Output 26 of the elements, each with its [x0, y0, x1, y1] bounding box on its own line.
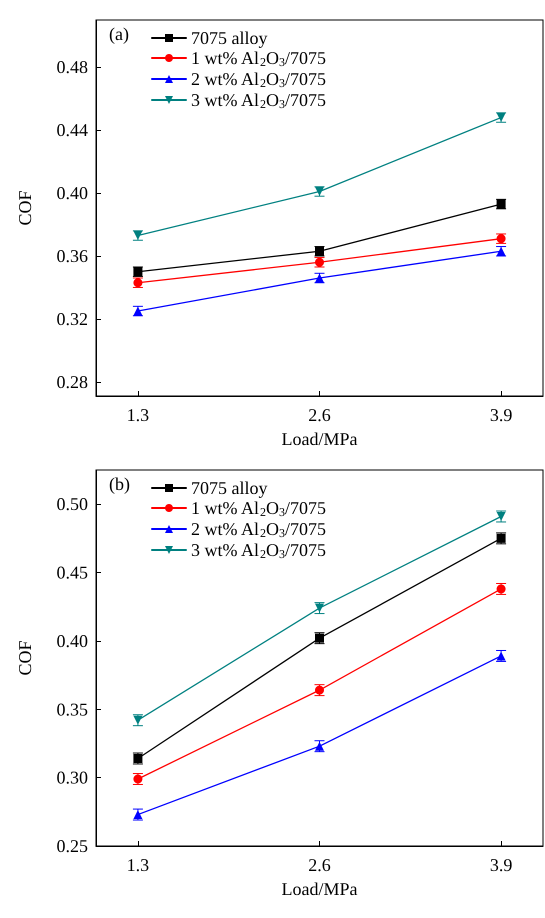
y-tick-label: 0.45 — [56, 562, 88, 583]
x-tick-label: 1.3 — [126, 405, 150, 425]
x-tick-label: 2.6 — [308, 855, 331, 875]
y-tick-label: 0.48 — [56, 57, 88, 78]
legend-label: 7075 alloy — [191, 28, 268, 48]
y-tick-label: 0.40 — [56, 630, 88, 651]
y-tick-label: 0.25 — [56, 836, 88, 856]
y-tick-label: 0.28 — [56, 372, 88, 392]
x-axis-title: Load/MPa — [282, 879, 358, 899]
y-tick-label: 0.35 — [56, 699, 88, 720]
y-axis-title: COF — [15, 190, 35, 226]
y-axis-title: COF — [15, 640, 35, 676]
x-tick-label: 3.9 — [490, 855, 512, 875]
y-tick-label: 0.40 — [56, 183, 88, 204]
y-tick-label: 0.32 — [56, 308, 88, 329]
y-tick-label: 0.50 — [56, 494, 88, 514]
y-tick-label: 0.36 — [56, 246, 88, 266]
y-tick-label: 0.30 — [56, 768, 88, 788]
y-tick-label: 0.44 — [56, 120, 88, 140]
x-tick-label: 2.6 — [308, 405, 331, 425]
legend-label: 7075 alloy — [191, 478, 268, 498]
chart-title: (b) — [109, 474, 130, 494]
chart-title: (a) — [109, 24, 129, 44]
x-axis-title: Load/MPa — [282, 429, 358, 449]
x-tick-label: 1.3 — [126, 855, 150, 875]
x-tick-label: 3.9 — [490, 405, 512, 425]
